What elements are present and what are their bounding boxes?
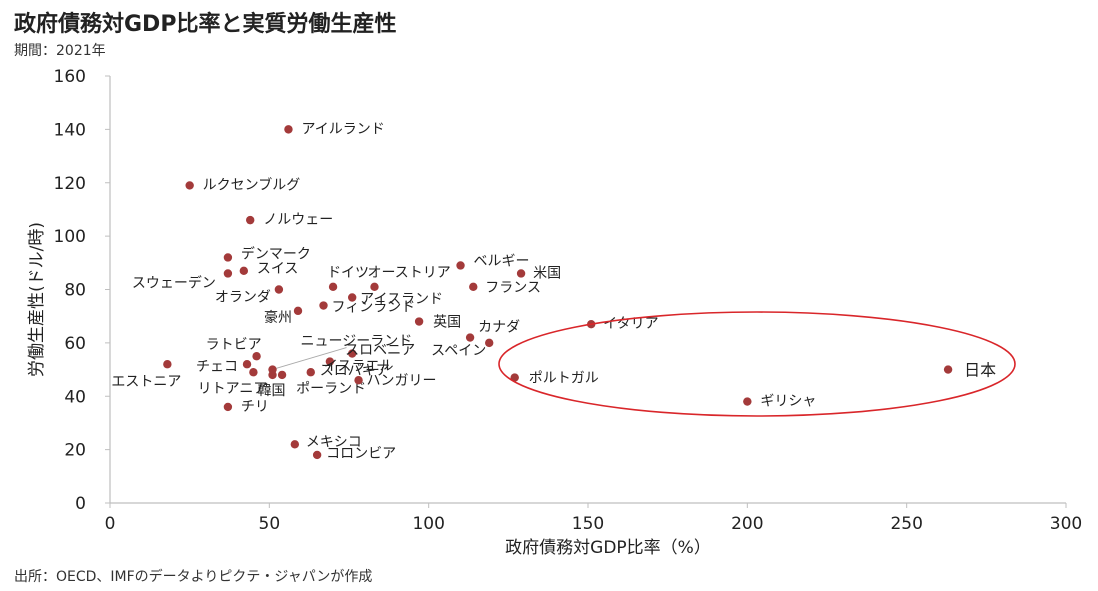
data-point-label: デンマーク [241,245,311,262]
data-point-label: メキシコ [306,434,362,450]
data-point [370,282,379,292]
x-tick-label: 100 [412,514,444,534]
y-tick-label: 20 [64,441,86,461]
highlight-layer [498,311,1016,417]
y-tick-label: 160 [54,67,86,87]
data-point-label: ギリシャ [760,394,816,410]
data-point [290,440,300,449]
data-point-label: スペイン [431,343,486,359]
data-point-label: ルクセンブルグ [203,176,301,193]
data-point [268,370,277,380]
y-tick-label: 120 [54,174,86,194]
data-point-label: 豪州 [264,310,292,326]
data-point [465,333,475,342]
data-point [510,373,519,382]
data-point-label: 米国 [533,265,561,281]
data-point-label: オランダ [215,290,271,306]
data-point-label: ポルトガル [529,371,599,387]
data-point-label: アイスランド [360,292,443,308]
source-note: 出所：OECD、IMFのデータよりピクテ・ジャパンが作成 [14,569,373,585]
data-point [743,397,752,406]
data-point-label: チェコ [196,359,238,375]
data-point-label: ニュージーランド [301,334,413,350]
data-point [246,215,255,225]
data-point [414,317,424,326]
data-point [252,352,261,361]
leader-line [275,347,347,370]
data-point [242,360,252,369]
x-tick-label: 50 [259,514,281,534]
x-tick-label: 300 [1050,514,1082,534]
data-point-label: ハンガリー [367,373,437,389]
y-tick-label: 140 [54,120,86,140]
x-axis-title: 政府債務対GDP比率（%） [505,538,711,558]
data-point [185,181,194,190]
data-point-label: 日本 [964,361,996,380]
x-tick-label: 0 [105,514,116,534]
y-tick-label: 0 [75,494,86,514]
data-point [223,269,233,278]
data-point [354,376,363,385]
chart-ticks: 0 20 40 60 80 100 120 140 160 0 50 100 150 200 250 300 [54,67,1083,534]
data-point [284,125,293,134]
highlight-ellipse [498,311,1016,417]
data-point-label: チリ [241,399,269,415]
data-point-label: ポーランド [296,381,366,397]
y-tick-label: 100 [54,227,86,247]
x-tick-label: 150 [572,514,604,534]
data-point [223,402,233,412]
data-point-label: ラトビア [206,337,262,353]
data-point [325,357,335,366]
data-point [469,282,478,292]
data-point-label: ドイツ [327,265,369,281]
data-point-label: フランス [485,280,541,296]
x-tick-label: 250 [890,514,922,534]
data-point-label: コロンビア [326,446,396,462]
data-point [347,349,357,358]
data-point [485,338,494,348]
data-point-label: スロベニア [345,343,415,359]
data-point-label: リトアニア [198,381,268,397]
data-point [223,253,233,262]
data-point [274,285,284,294]
y-tick-label: 40 [64,387,86,407]
data-point [239,266,249,276]
data-point [312,450,322,460]
data-point-label: フィンランド [332,300,416,316]
page-title: 政府債務対GDP比率と実質労働生産性 [14,12,397,37]
data-point [277,370,287,380]
data-point [319,301,328,310]
data-point-label: 英国 [433,314,461,331]
data-point-label: ベルギー [474,253,530,269]
data-point-label: アイルランド [301,121,384,137]
axis-labels: 政府債務対GDP比率（%） 労働生産性(ドル/時) [27,222,711,558]
data-point [163,360,172,369]
data-point-label: エストニア [111,374,181,390]
data-point [328,282,338,292]
data-point [347,293,357,302]
data-point [516,269,526,278]
data-point [249,368,258,377]
y-axis-title: 労働生産性(ドル/時) [27,222,47,377]
data-point-label: カナダ [478,320,520,336]
y-tick-label: 60 [64,334,86,354]
data-point [456,261,465,270]
data-point-label: スウェーデン [132,274,216,291]
data-point-label: スロバキア [320,363,390,379]
data-point-label: 韓国 [258,383,286,399]
data-point [943,365,953,374]
y-tick-label: 80 [64,281,86,301]
data-point [293,306,303,316]
data-point-label: ノルウェー [263,212,333,228]
data-point-label: スイス [257,261,299,277]
x-tick-label: 200 [731,514,763,534]
period-subtitle: 期間：2021年 [14,43,106,59]
data-point-label: オーストリア [367,265,450,281]
data-point [306,368,315,377]
data-point-label: イスラエル [324,359,394,375]
